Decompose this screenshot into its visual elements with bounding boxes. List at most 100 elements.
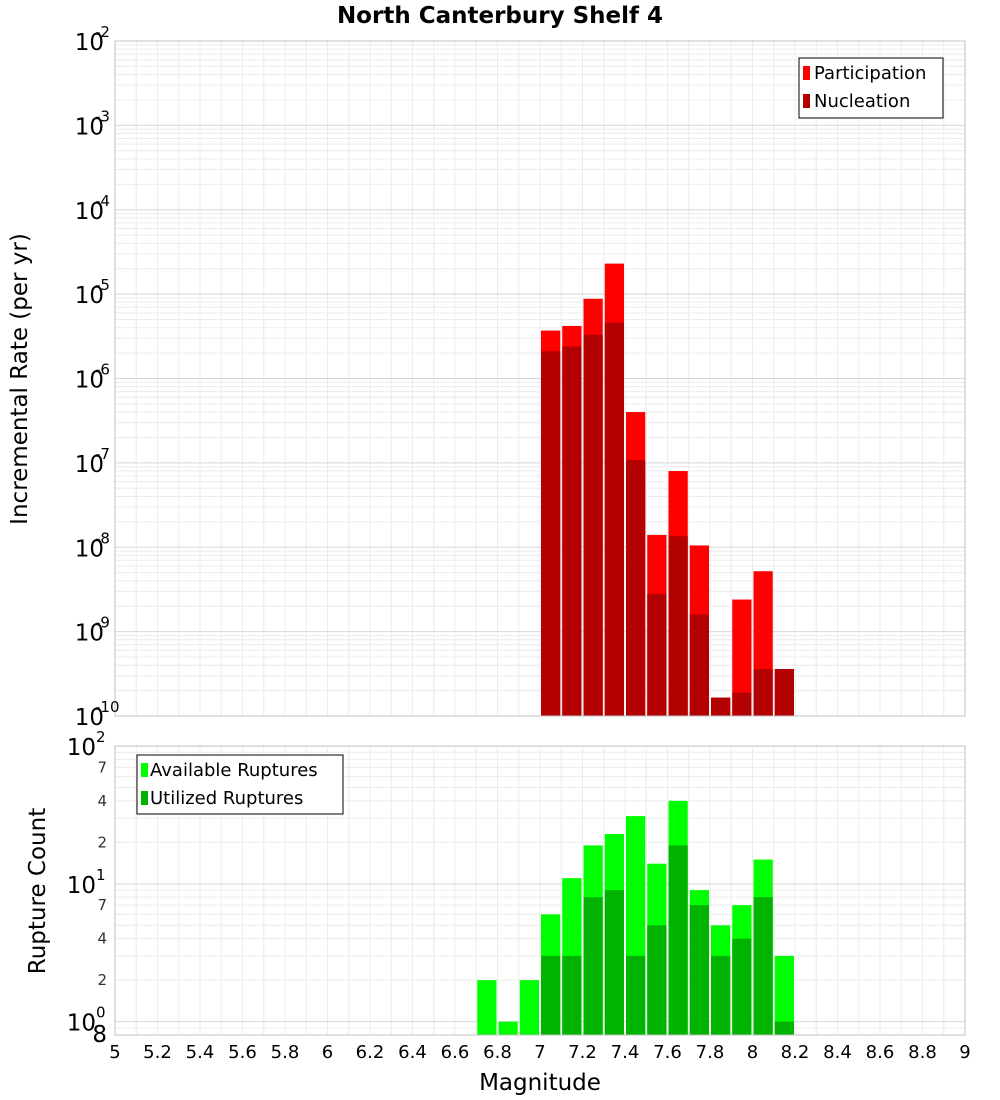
bottom-y-tick-minor: 4 xyxy=(97,930,107,948)
legend-label-utilized: Utilized Ruptures xyxy=(150,788,303,809)
x-tick-label: 5 xyxy=(109,1042,120,1063)
bottom-bar-utilized-ruptures xyxy=(541,955,561,1035)
top-bar-nucleation xyxy=(753,669,773,716)
bottom-bar-utilized-ruptures xyxy=(583,897,603,1035)
x-axis-label: Magnitude xyxy=(479,1070,601,1096)
x-tick-label: 5.4 xyxy=(186,1042,215,1063)
x-tick-label: 9 xyxy=(959,1042,970,1063)
top-y-tick-exponent: -4 xyxy=(95,192,110,210)
top-y-tick-exponent: -5 xyxy=(95,276,110,294)
bottom-y-tick-minor: 7 xyxy=(97,758,107,776)
legend-swatch-available xyxy=(141,763,148,777)
top-y-tick-exponent: -7 xyxy=(95,445,110,463)
x-tick-label: 8.4 xyxy=(823,1042,852,1063)
top-y-tick-base: 10 xyxy=(75,452,104,478)
top-y-tick-base: 10 xyxy=(75,705,104,731)
x-tick-label: 5.6 xyxy=(228,1042,257,1063)
x-tick-label: 5.8 xyxy=(271,1042,300,1063)
bottom-y-tick-base: 10 xyxy=(67,735,96,761)
top-bar-nucleation xyxy=(647,593,667,716)
top-bar-nucleation xyxy=(583,334,603,716)
top-y-tick-exponent: -6 xyxy=(95,361,110,379)
top-y-tick-exponent: -10 xyxy=(95,698,120,716)
x-tick-label: 8.8 xyxy=(908,1042,937,1063)
bottom-y-tick-minor: 4 xyxy=(97,792,107,810)
x-tick-label: 7 xyxy=(534,1042,545,1063)
top-y-tick-base: 10 xyxy=(75,199,104,225)
bottom-bar-available-ruptures xyxy=(774,955,794,1035)
legend-label-nucleation: Nucleation xyxy=(814,91,910,112)
legend-label-available: Available Ruptures xyxy=(150,760,318,781)
bottom-y-axis-label: Rupture Count xyxy=(25,808,51,974)
top-y-tick-base: 10 xyxy=(75,283,104,309)
bottom-y-tick-minor: 8 xyxy=(92,1022,107,1048)
bottom-y-tick-exponent: 0 xyxy=(96,1004,106,1022)
legend-swatch-nucleation xyxy=(803,94,810,108)
top-y-tick-exponent: -2 xyxy=(95,23,110,41)
legend-label-participation: Participation xyxy=(814,63,926,84)
top-bar-nucleation xyxy=(541,351,561,716)
top-bar-nucleation xyxy=(689,614,709,716)
x-tick-label: 7.8 xyxy=(696,1042,725,1063)
bottom-bar-available-ruptures xyxy=(498,1021,518,1035)
bottom-bars xyxy=(477,800,794,1035)
top-legend: Participation Nucleation xyxy=(798,57,944,119)
bottom-y-tick-base: 10 xyxy=(67,1011,96,1037)
bottom-bar-utilized-ruptures xyxy=(753,897,773,1035)
bottom-bar-utilized-ruptures xyxy=(647,925,667,1035)
bottom-y-tick-minor: 7 xyxy=(97,896,107,914)
top-bar-nucleation xyxy=(668,536,688,716)
bottom-bar-utilized-ruptures xyxy=(711,955,731,1035)
bottom-y-tick-exponent: 2 xyxy=(96,728,106,746)
bottom-bar-utilized-ruptures xyxy=(604,890,624,1035)
bottom-bar-available-ruptures xyxy=(519,980,539,1035)
bottom-y-tick-minor: 2 xyxy=(97,833,107,851)
bottom-y-tick-base: 10 xyxy=(67,873,96,899)
top-plot-border xyxy=(114,40,966,717)
top-legend-box xyxy=(798,57,944,119)
x-tick-label: 7.6 xyxy=(653,1042,682,1063)
x-tick-label: 6 xyxy=(322,1042,333,1063)
x-tick-label: 8.6 xyxy=(866,1042,895,1063)
top-y-axis-label: Incremental Rate (per yr) xyxy=(7,233,33,525)
top-y-tick-exponent: -8 xyxy=(95,529,110,547)
top-grid xyxy=(114,41,966,717)
bottom-bar-utilized-ruptures xyxy=(668,845,688,1035)
bottom-y-tick-exponent: 1 xyxy=(96,866,106,884)
bottom-bar-available-ruptures xyxy=(477,980,497,1035)
bottom-bar-utilized-ruptures xyxy=(732,938,752,1035)
x-tick-label: 6.8 xyxy=(483,1042,512,1063)
x-tick-label: 6.6 xyxy=(441,1042,470,1063)
top-y-tick-base: 10 xyxy=(75,30,104,56)
bottom-legend-box xyxy=(136,754,344,815)
bottom-legend: Available Ruptures Utilized Ruptures xyxy=(136,754,344,815)
legend-swatch-utilized xyxy=(141,791,148,805)
bottom-y-tick-minor: 2 xyxy=(97,971,107,989)
top-y-tick-exponent: -9 xyxy=(95,614,110,632)
top-bar-nucleation xyxy=(711,697,731,716)
x-tick-label: 6.2 xyxy=(356,1042,385,1063)
top-bar-participation xyxy=(732,599,752,716)
legend-swatch-participation xyxy=(803,66,810,80)
top-bar-nucleation xyxy=(604,322,624,716)
top-y-tick-base: 10 xyxy=(75,114,104,140)
top-y-tick-base: 10 xyxy=(75,368,104,394)
x-tick-label: 7.4 xyxy=(611,1042,640,1063)
chart-title: North Canterbury Shelf 4 xyxy=(337,3,663,29)
bottom-bar-utilized-ruptures xyxy=(774,1021,794,1035)
x-tick-label: 5.2 xyxy=(143,1042,172,1063)
top-bar-nucleation xyxy=(732,692,752,716)
top-bar-nucleation xyxy=(774,669,794,716)
top-bar-nucleation xyxy=(626,460,646,716)
x-tick-label: 6.4 xyxy=(398,1042,427,1063)
bottom-plot-border xyxy=(114,745,966,1036)
x-tick-label: 7.2 xyxy=(568,1042,597,1063)
bottom-bar-utilized-ruptures xyxy=(562,955,582,1035)
bottom-bar-utilized-ruptures xyxy=(689,905,709,1035)
x-tick-label: 8.2 xyxy=(781,1042,810,1063)
x-tick-labels: 5 5.2 5.4 5.6 5.8 6 6.2 6.4 6.6 6.8 7 7.2 7.4 7.6 7.8 8… xyxy=(109,1042,970,1063)
